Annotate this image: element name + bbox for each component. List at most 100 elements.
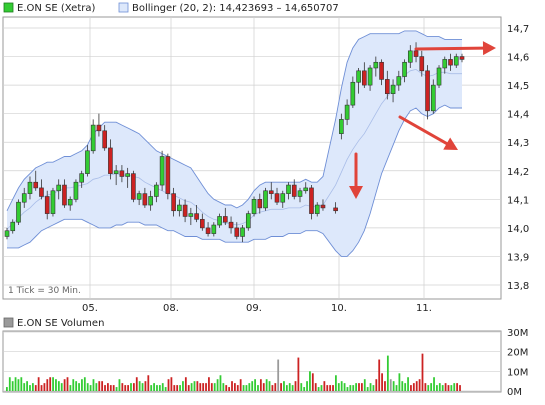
volume-bar xyxy=(115,387,118,391)
candle xyxy=(119,165,125,183)
volume-bar xyxy=(176,385,179,391)
candle-body xyxy=(314,204,320,214)
candle xyxy=(442,56,448,74)
volume-bar xyxy=(182,381,184,391)
price-y-tick-label: 14,3 xyxy=(507,138,529,149)
candle xyxy=(79,170,84,188)
candle-body xyxy=(56,184,62,192)
candle xyxy=(407,45,413,68)
volume-bar xyxy=(193,381,196,391)
volume-bar xyxy=(52,377,54,391)
volume-bar xyxy=(150,385,153,391)
volume-bar xyxy=(283,381,285,391)
volume-bar xyxy=(311,373,314,391)
candle xyxy=(125,167,130,188)
legend-swatch-volume xyxy=(3,317,14,328)
arrow-head xyxy=(443,137,458,150)
candle-body xyxy=(85,150,90,174)
candle-body xyxy=(131,173,136,200)
volume-bar xyxy=(234,383,236,391)
volume-bar xyxy=(415,381,418,391)
volume-bar xyxy=(208,377,210,391)
volume-bar xyxy=(158,385,161,391)
price-y-tick-label: 14,4 xyxy=(507,110,529,121)
candle xyxy=(10,219,16,234)
volume-bar xyxy=(121,383,124,391)
candle xyxy=(245,210,251,231)
volume-bar xyxy=(358,383,360,391)
candle-body xyxy=(373,61,379,69)
volume-bar xyxy=(438,383,441,391)
volume-bar xyxy=(118,379,121,391)
candle-body xyxy=(222,216,228,223)
volume-bar xyxy=(132,383,135,391)
volume-y-axis: 30M 20M 10M 0M xyxy=(507,328,528,398)
candle xyxy=(33,170,39,191)
volume-bar xyxy=(436,385,438,391)
volume-bar xyxy=(104,385,106,391)
bollinger-upper-line xyxy=(6,30,462,211)
candle xyxy=(222,207,228,226)
candle-body xyxy=(333,207,338,212)
bollinger-lower-line xyxy=(7,104,462,257)
volume-bar xyxy=(412,383,415,391)
candle xyxy=(413,42,419,63)
candle-body xyxy=(102,130,107,149)
candle xyxy=(131,170,136,203)
arrow-shaft xyxy=(414,46,485,51)
candle-body xyxy=(344,104,350,120)
volume-bar xyxy=(424,383,427,391)
volume-bar xyxy=(184,377,187,391)
candle-body xyxy=(27,181,33,194)
volume-bar xyxy=(450,385,453,391)
candle-body xyxy=(228,221,234,229)
volume-bar xyxy=(81,379,83,391)
annotation-arrows xyxy=(349,41,496,199)
volume-bar xyxy=(34,385,37,391)
candle-body xyxy=(177,204,182,212)
candle-body xyxy=(211,224,217,234)
candle-body xyxy=(79,173,84,183)
volume-bar xyxy=(228,387,231,391)
annotation-arrow xyxy=(414,41,496,56)
candle xyxy=(234,222,240,240)
candle-body xyxy=(291,184,297,197)
volume-bar xyxy=(389,379,392,391)
volume-bar xyxy=(259,379,262,391)
volume-bar xyxy=(433,377,435,391)
volume-bar xyxy=(216,379,219,391)
candle xyxy=(430,79,436,114)
volume-bar xyxy=(236,385,239,391)
volume-bar xyxy=(257,385,259,391)
volume-bar xyxy=(427,385,430,391)
volume-bar xyxy=(231,381,233,391)
price-y-tick-label: 13,9 xyxy=(507,252,529,263)
volume-bar xyxy=(89,385,92,391)
volume-bar xyxy=(381,373,383,391)
volume-bar xyxy=(23,383,26,391)
candle-body xyxy=(251,199,257,214)
volume-bar xyxy=(170,377,173,391)
candle-body xyxy=(108,147,113,174)
volume-bar xyxy=(294,381,297,391)
volume-bar xyxy=(130,383,132,391)
volume-bar xyxy=(124,385,127,391)
volume-bar xyxy=(392,381,395,391)
candle-body xyxy=(339,119,344,134)
volume-bar xyxy=(346,387,349,391)
volume-bar xyxy=(340,381,343,391)
volume-bar xyxy=(213,383,216,391)
volume-bar xyxy=(43,383,46,391)
volume-bar xyxy=(72,379,75,391)
volume-bar xyxy=(378,359,381,391)
candle-body xyxy=(194,213,199,220)
candle xyxy=(373,56,379,77)
candle xyxy=(194,205,199,223)
volume-bar xyxy=(55,379,57,391)
volume-bar xyxy=(248,383,251,391)
candle-body xyxy=(257,199,263,209)
volume-bar xyxy=(75,381,78,391)
volume-bar xyxy=(112,385,115,391)
candle-body xyxy=(362,70,367,86)
volume-bar xyxy=(421,353,424,391)
